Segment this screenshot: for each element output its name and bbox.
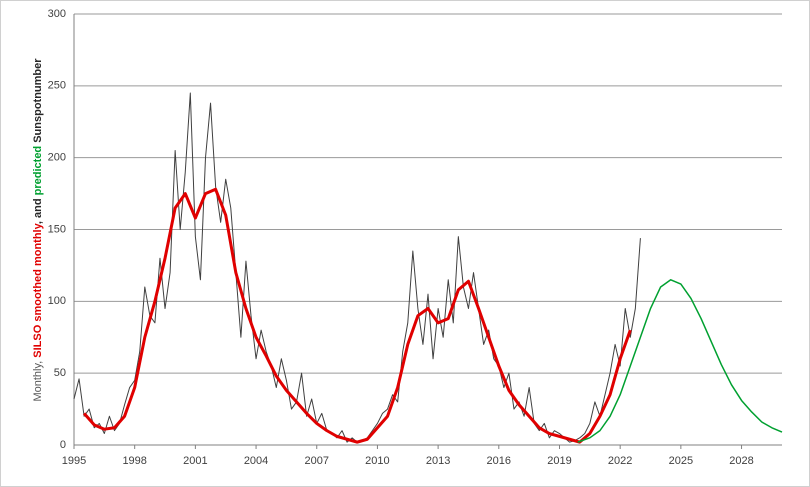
x-tick-label: 1995 xyxy=(62,455,86,467)
x-tick-label: 2028 xyxy=(729,455,753,467)
y-tick-label: 100 xyxy=(48,295,66,307)
y-tick-label: 50 xyxy=(54,367,66,379)
x-tick-label: 2004 xyxy=(244,455,268,467)
x-tick-label: 2010 xyxy=(365,455,389,467)
x-tick-label: 2013 xyxy=(426,455,450,467)
y-tick-label: 150 xyxy=(48,223,66,235)
y-axis-label-part: predicted xyxy=(32,146,44,196)
y-axis-label-part: Monthly, xyxy=(32,358,44,402)
x-tick-label: 2001 xyxy=(183,455,207,467)
y-tick-label: 0 xyxy=(60,439,66,451)
y-axis-label-part: Sunspotnumber xyxy=(32,58,44,146)
x-tick-label: 2007 xyxy=(305,455,329,467)
y-axis-label-part: , and xyxy=(32,195,44,224)
series-line xyxy=(73,92,641,443)
y-tick-label: 200 xyxy=(48,152,66,164)
y-axis-label-part: SILSO smoothed monthly xyxy=(32,222,44,357)
y-tick-label: 300 xyxy=(48,8,66,20)
y-tick-label: 250 xyxy=(48,80,66,92)
x-tick-label: 2025 xyxy=(669,455,693,467)
series-line xyxy=(82,187,632,444)
x-tick-label: 1998 xyxy=(122,455,146,467)
x-tick-label: 2016 xyxy=(487,455,511,467)
x-tick-label: 2019 xyxy=(547,455,571,467)
series-line xyxy=(577,279,783,443)
x-tick-label: 2022 xyxy=(608,455,632,467)
y-axis-label: Monthly, SILSO smoothed monthly, and pre… xyxy=(32,58,44,402)
